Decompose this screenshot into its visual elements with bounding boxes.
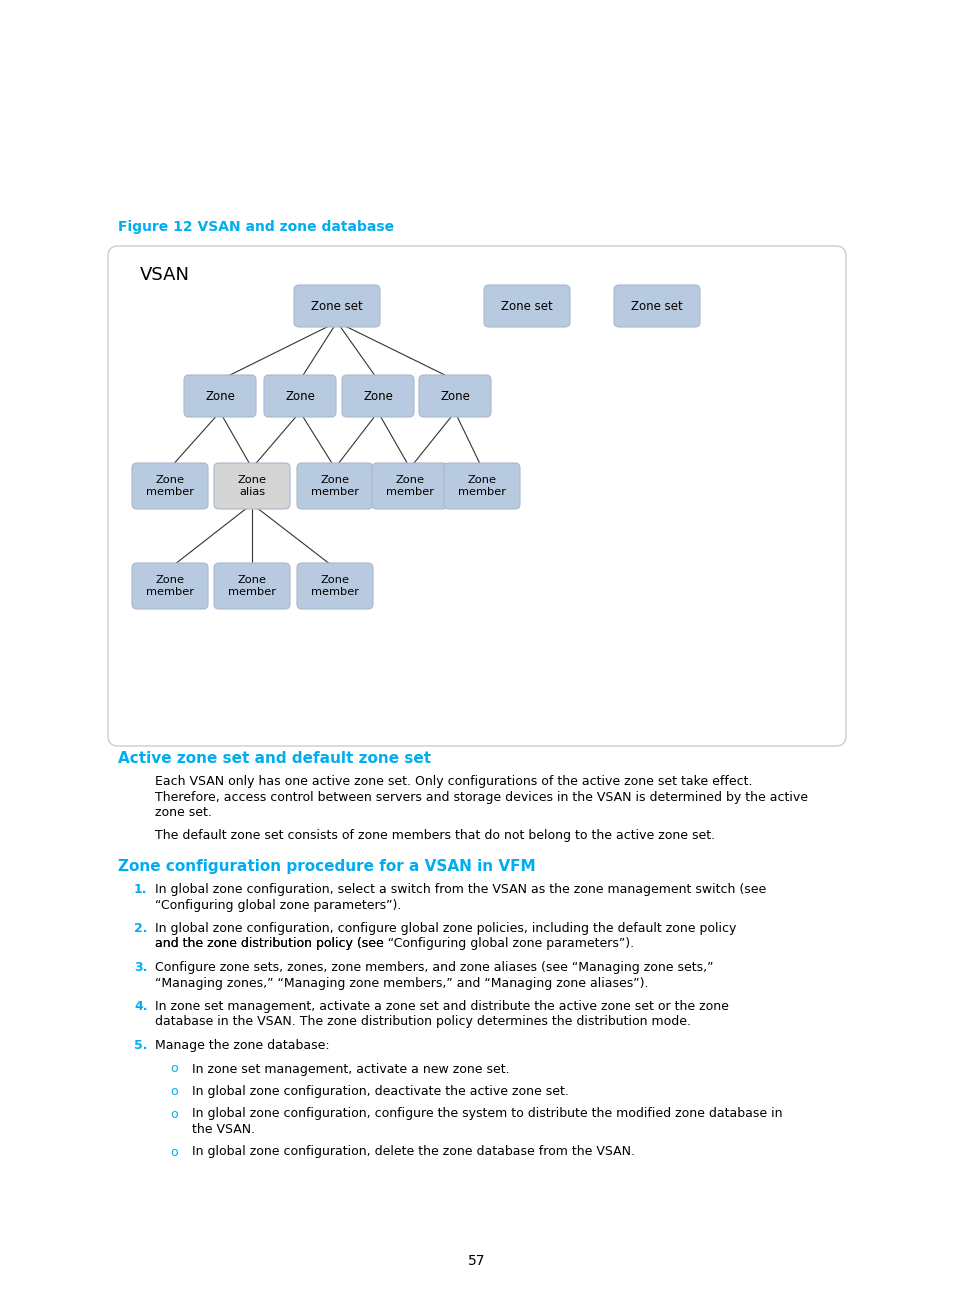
FancyBboxPatch shape [184,375,255,417]
Text: In global zone configuration, deactivate the active zone set.: In global zone configuration, deactivate… [192,1085,568,1098]
FancyBboxPatch shape [614,285,700,327]
FancyBboxPatch shape [264,375,335,417]
FancyBboxPatch shape [418,375,491,417]
Text: “Configuring global zone parameters”).: “Configuring global zone parameters”). [154,898,401,911]
Text: Zone
member: Zone member [228,575,275,596]
Text: Zone: Zone [363,390,393,403]
Text: 57: 57 [468,1255,485,1267]
Text: Zone
alias: Zone alias [237,476,266,496]
Text: Zone
member: Zone member [146,575,193,596]
Text: In zone set management, activate a zone set and distribute the active zone set o: In zone set management, activate a zone … [154,1001,728,1013]
Text: the VSAN.: the VSAN. [192,1124,254,1137]
Text: In global zone configuration, configure the system to distribute the modified zo: In global zone configuration, configure … [192,1108,781,1121]
FancyBboxPatch shape [341,375,414,417]
Text: Zone
member: Zone member [311,476,358,496]
Text: o: o [170,1108,177,1121]
Text: The default zone set consists of zone members that do not belong to the active z: The default zone set consists of zone me… [154,829,715,842]
Text: o: o [170,1085,177,1098]
Text: Zone
member: Zone member [386,476,434,496]
Text: Zone
member: Zone member [457,476,505,496]
Text: Manage the zone database:: Manage the zone database: [154,1039,330,1052]
Text: database in the VSAN. The zone distribution policy determines the distribution m: database in the VSAN. The zone distribut… [154,1016,690,1029]
Text: zone set.: zone set. [154,806,212,819]
Text: Therefore, access control between servers and storage devices in the VSAN is det: Therefore, access control between server… [154,791,807,804]
Text: Zone
member: Zone member [146,476,193,496]
Text: Zone: Zone [205,390,234,403]
FancyBboxPatch shape [296,562,373,609]
FancyBboxPatch shape [108,246,845,746]
FancyBboxPatch shape [372,463,448,509]
Text: 4.: 4. [133,1001,148,1013]
Text: Configure zone sets, zones, zone members, and zone aliases (see “Managing zone s: Configure zone sets, zones, zone members… [154,962,713,975]
Text: Zone set: Zone set [631,299,682,312]
FancyBboxPatch shape [443,463,519,509]
Text: In zone set management, activate a new zone set.: In zone set management, activate a new z… [192,1063,509,1076]
Text: Zone set: Zone set [311,299,362,312]
FancyBboxPatch shape [483,285,569,327]
Text: In global zone configuration, configure global zone policies, including the defa: In global zone configuration, configure … [154,921,736,934]
FancyBboxPatch shape [294,285,379,327]
Text: 2.: 2. [133,921,148,934]
Text: Active zone set and default zone set: Active zone set and default zone set [118,750,431,766]
Text: Zone set: Zone set [500,299,553,312]
Text: In global zone configuration, select a switch from the VSAN as the zone manageme: In global zone configuration, select a s… [154,883,765,896]
Text: and the zone distribution policy (see: and the zone distribution policy (see [154,937,387,950]
FancyBboxPatch shape [296,463,373,509]
Text: “Managing zones,” “Managing zone members,” and “Managing zone aliases”).: “Managing zones,” “Managing zone members… [154,976,648,990]
Text: o: o [170,1063,177,1076]
Text: 5.: 5. [133,1039,148,1052]
Text: Each VSAN only has one active zone set. Only configurations of the active zone s: Each VSAN only has one active zone set. … [154,775,752,788]
Text: 1.: 1. [133,883,148,896]
FancyBboxPatch shape [213,463,290,509]
FancyBboxPatch shape [213,562,290,609]
Text: 3.: 3. [133,962,147,975]
FancyBboxPatch shape [132,463,208,509]
Text: Zone: Zone [285,390,314,403]
Text: o: o [170,1146,177,1159]
Text: Figure 12 VSAN and zone database: Figure 12 VSAN and zone database [118,220,394,235]
Text: VSAN: VSAN [140,266,190,284]
Text: Zone
member: Zone member [311,575,358,596]
Text: Zone configuration procedure for a VSAN in VFM: Zone configuration procedure for a VSAN … [118,859,535,874]
Text: Zone: Zone [439,390,470,403]
FancyBboxPatch shape [132,562,208,609]
Text: In global zone configuration, delete the zone database from the VSAN.: In global zone configuration, delete the… [192,1146,635,1159]
Text: and the zone distribution policy (see “Configuring global zone parameters”).: and the zone distribution policy (see “C… [154,937,634,950]
